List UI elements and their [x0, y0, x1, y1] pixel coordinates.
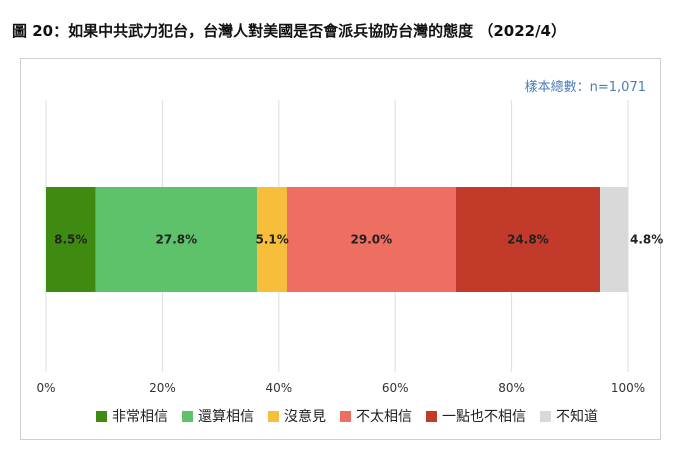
data-label: 24.8% [507, 233, 549, 247]
bar-segment [95, 187, 258, 292]
sample-size: 樣本總數：n=1,071 [524, 80, 646, 95]
data-label: 27.8% [156, 233, 198, 247]
legend-swatch [540, 411, 551, 422]
data-label: 4.8% [630, 233, 663, 247]
bar-segment [46, 187, 96, 292]
bar-segment [286, 187, 456, 292]
legend-swatch [268, 411, 279, 422]
legend-label: 沒意見 [284, 408, 326, 425]
bar-segment [455, 187, 601, 292]
x-tick-label: 60% [382, 381, 409, 395]
bar-segment [600, 187, 628, 292]
segment-labels: 8.5% 27.8% 5.1% 29.0% 24.8% 4.8% [54, 233, 663, 247]
legend: 非常相信 還算相信 沒意見 不太相信 一點也不相信 不知道 [96, 408, 598, 425]
legend-swatch [426, 411, 437, 422]
legend-label: 一點也不相信 [442, 409, 526, 425]
bar-segments [46, 187, 628, 292]
legend-label: 非常相信 [112, 409, 168, 425]
legend-label: 不太相信 [356, 409, 412, 425]
x-tick-label: 0% [36, 381, 55, 395]
x-tick-label: 80% [498, 381, 525, 395]
x-axis-ticks: 0% 20% 40% 60% 80% 100% [36, 381, 645, 395]
legend-swatch [340, 411, 351, 422]
x-tick-label: 100% [611, 381, 645, 395]
legend-label: 還算相信 [198, 409, 254, 425]
legend-swatch [96, 411, 107, 422]
legend-swatch [182, 411, 193, 422]
data-label: 29.0% [351, 233, 393, 247]
chart-frame [20, 58, 661, 440]
x-tick-label: 20% [149, 381, 176, 395]
bar-segment [257, 187, 287, 292]
chart-title: 圖 20：如果中共武力犯台，台灣人對美國是否會派兵協防台灣的態度 （2022/4… [12, 22, 566, 40]
data-label: 8.5% [54, 233, 87, 247]
data-label: 5.1% [255, 233, 288, 247]
legend-label: 不知道 [556, 408, 598, 425]
x-tick-label: 40% [265, 381, 292, 395]
